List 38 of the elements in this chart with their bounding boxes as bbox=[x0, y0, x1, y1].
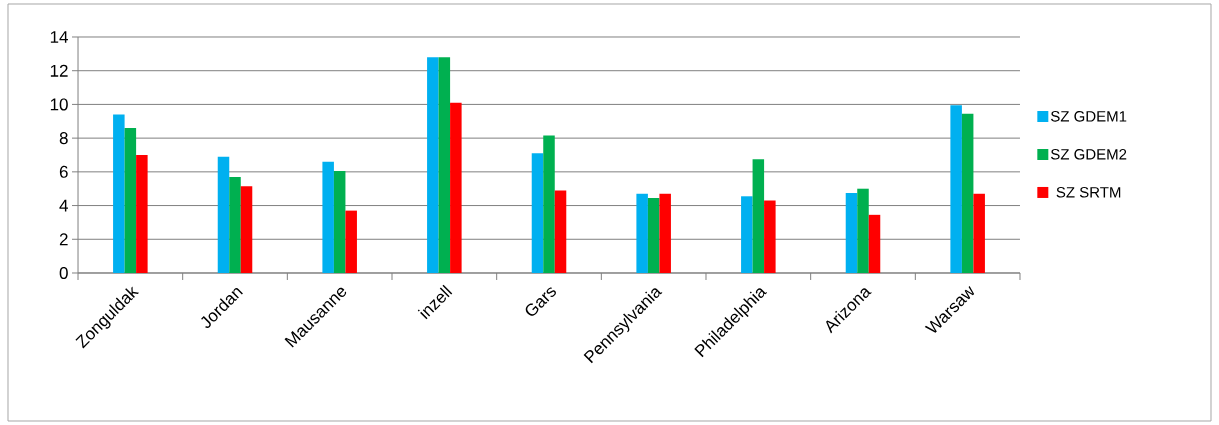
y-tick-label: 2 bbox=[59, 233, 68, 246]
bar bbox=[217, 156, 230, 273]
bar bbox=[857, 188, 869, 273]
bar bbox=[845, 192, 858, 273]
bar bbox=[124, 128, 137, 273]
y-tick-label: 14 bbox=[50, 31, 68, 43]
bar bbox=[136, 154, 148, 273]
bar bbox=[647, 197, 660, 273]
y-tick-label: 4 bbox=[59, 199, 68, 212]
legend-label: SZ GDEM2 bbox=[1051, 149, 1127, 160]
legend-label: SZ SRTM bbox=[1056, 186, 1121, 198]
bar bbox=[345, 210, 357, 273]
bar bbox=[764, 200, 776, 273]
bar bbox=[531, 153, 544, 273]
bar bbox=[229, 176, 241, 273]
bar bbox=[868, 214, 881, 273]
bar bbox=[113, 114, 125, 273]
bar bbox=[659, 193, 671, 273]
bar bbox=[961, 113, 974, 273]
bar bbox=[427, 57, 439, 273]
bar bbox=[636, 193, 648, 273]
y-tick-label: 0 bbox=[59, 266, 68, 280]
bar bbox=[950, 105, 962, 273]
bar bbox=[438, 57, 451, 273]
bar bbox=[554, 190, 567, 273]
bar bbox=[450, 102, 462, 273]
bar bbox=[741, 196, 753, 273]
bar bbox=[543, 135, 555, 273]
y-tick-label: 6 bbox=[59, 165, 68, 178]
bar bbox=[973, 193, 985, 273]
bar bbox=[322, 161, 334, 273]
y-tick-label: 8 bbox=[59, 132, 68, 145]
bar bbox=[240, 186, 253, 273]
y-tick-label: 10 bbox=[50, 98, 68, 111]
y-tick-label: 12 bbox=[50, 64, 68, 77]
bar bbox=[752, 159, 765, 273]
bar bbox=[333, 171, 346, 273]
legend-label: SZ GDEM1 bbox=[1051, 111, 1127, 122]
